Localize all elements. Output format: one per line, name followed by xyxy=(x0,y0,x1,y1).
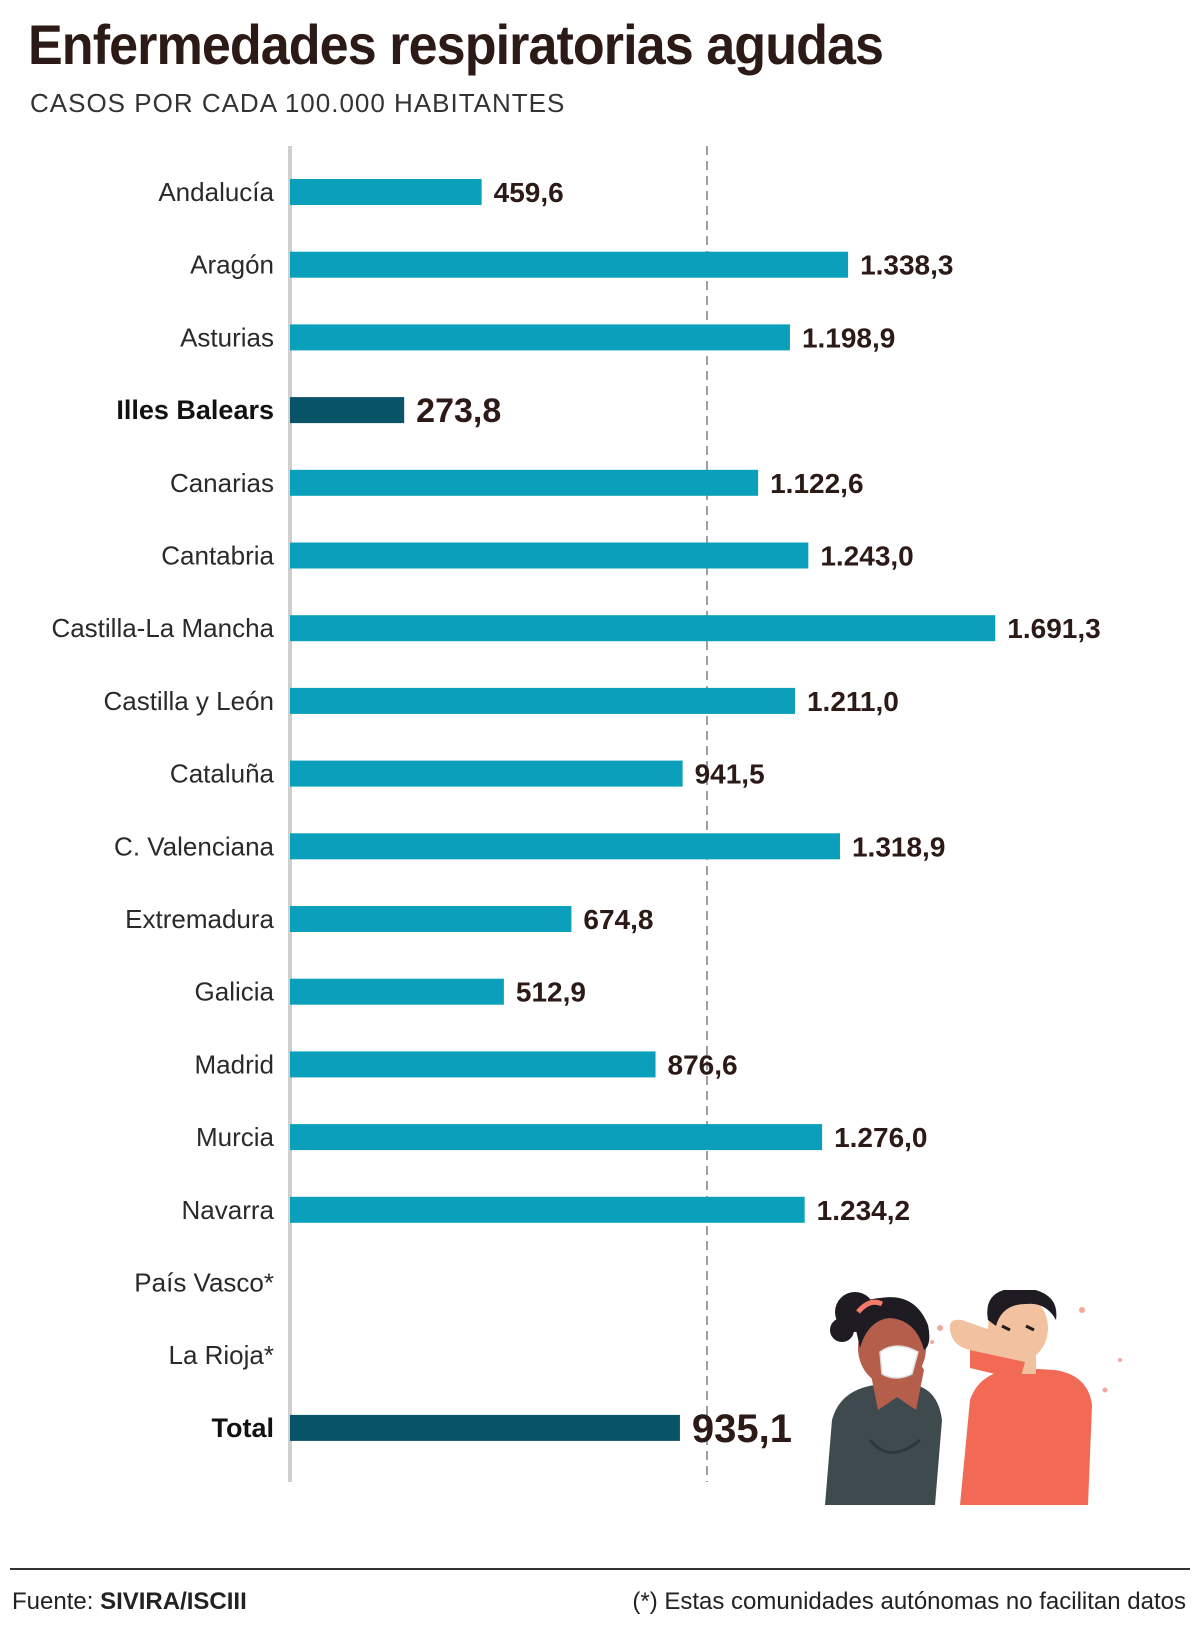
value-label: 674,8 xyxy=(583,904,653,935)
woman-figure xyxy=(825,1292,942,1505)
value-label: 1.243,0 xyxy=(820,541,913,572)
bar xyxy=(290,1124,823,1151)
bar xyxy=(290,469,759,496)
category-label: Canarias xyxy=(170,468,274,498)
value-label: 1.338,3 xyxy=(860,250,953,281)
footer-divider xyxy=(10,1568,1190,1570)
bar xyxy=(290,833,840,860)
category-label: Castilla y León xyxy=(103,686,274,716)
bar xyxy=(290,1414,680,1441)
value-label: 1.318,9 xyxy=(852,831,945,862)
value-label: 273,8 xyxy=(416,392,501,430)
category-label: C. Valenciana xyxy=(114,831,274,861)
bar xyxy=(290,687,795,714)
bar xyxy=(290,615,996,642)
page-title: Enfermedades respiratorias agudas xyxy=(28,13,884,76)
category-label: Illes Balears xyxy=(116,395,274,425)
bar xyxy=(290,179,482,205)
category-label: Madrid xyxy=(195,1049,274,1079)
bar xyxy=(290,978,504,1005)
bar xyxy=(290,760,683,787)
bar xyxy=(290,542,809,569)
value-label: 1.198,9 xyxy=(802,322,895,353)
page-subtitle: CASOS POR CADA 100.000 HABITANTES xyxy=(30,88,566,118)
value-label: 1.211,0 xyxy=(807,686,899,717)
category-label: Extremadura xyxy=(125,904,274,934)
category-label: Asturias xyxy=(180,322,274,352)
value-label: 876,6 xyxy=(668,1049,738,1080)
sneezing-people-illustration xyxy=(820,1287,1140,1510)
bar xyxy=(290,1196,805,1223)
source-value: SIVIRA/ISCIII xyxy=(100,1588,247,1615)
category-label: Castilla-La Mancha xyxy=(51,613,274,643)
source-label: Fuente: xyxy=(12,1588,101,1615)
category-label: País Vasco* xyxy=(134,1268,274,1298)
category-label: Total xyxy=(212,1413,275,1443)
value-label: 1.276,0 xyxy=(834,1122,927,1153)
value-label: 512,9 xyxy=(516,977,586,1008)
value-label: 1.234,2 xyxy=(817,1195,910,1226)
value-label: 941,5 xyxy=(695,759,765,790)
source-credit: Fuente: SIVIRA/ISCIII xyxy=(12,1588,247,1616)
value-label: 935,1 xyxy=(692,1407,792,1451)
category-label: Cantabria xyxy=(161,541,274,571)
bar xyxy=(290,324,790,351)
category-label: Cataluña xyxy=(170,759,275,789)
bar-chart: Andalucía 459,6 Aragón 1.338,3 Asturias 1.198… xyxy=(51,146,1101,1482)
category-label: Murcia xyxy=(196,1122,275,1152)
category-label: Aragón xyxy=(190,250,274,280)
category-label: Galicia xyxy=(195,977,275,1007)
value-label: 459,6 xyxy=(494,177,564,208)
bar xyxy=(290,251,849,278)
bar xyxy=(290,1051,656,1078)
footnote: (*) Estas comunidades autónomas no facil… xyxy=(632,1588,1186,1615)
value-label: 1.122,6 xyxy=(770,468,863,499)
bar xyxy=(290,906,572,932)
man-figure xyxy=(930,1287,1122,1505)
category-label: Navarra xyxy=(182,1195,275,1225)
value-label: 1.691,3 xyxy=(1007,613,1100,644)
bar xyxy=(290,397,405,424)
category-label: La Rioja* xyxy=(168,1340,274,1370)
category-label: Andalucía xyxy=(158,177,274,207)
